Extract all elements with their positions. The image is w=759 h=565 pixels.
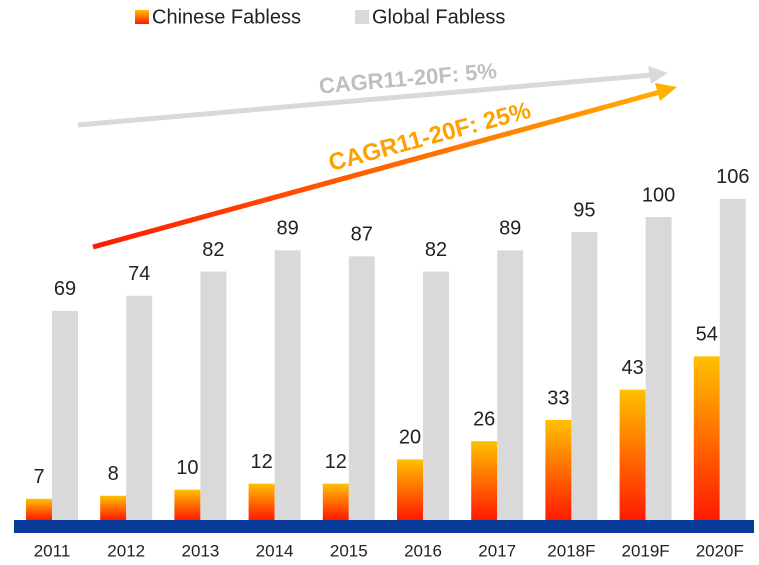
data-label: 10: [176, 457, 198, 479]
data-label: 12: [250, 451, 272, 473]
bar: [248, 483, 275, 520]
bar: [274, 250, 301, 520]
data-label: 89: [499, 218, 521, 240]
x-tick-label: 2018F: [547, 541, 595, 560]
bar: [348, 256, 375, 520]
bar: [174, 489, 201, 520]
legend-swatch: [135, 10, 149, 24]
bar: [26, 498, 52, 520]
x-tick-label: 2016: [404, 541, 442, 560]
data-label: 43: [621, 357, 643, 379]
legend-label: Global Fabless: [372, 6, 505, 28]
legend-label: Chinese Fabless: [152, 6, 301, 28]
bar: [52, 310, 78, 520]
bar: [126, 295, 153, 520]
bar: [619, 389, 646, 520]
bar: [545, 420, 572, 520]
legend-swatch: [355, 10, 369, 24]
data-label: 26: [473, 409, 495, 431]
data-label: 82: [425, 239, 447, 261]
data-label: 20: [399, 427, 421, 449]
data-label: 82: [202, 239, 224, 261]
bar: [100, 495, 127, 520]
data-label: 8: [108, 463, 119, 485]
data-label: 95: [573, 199, 595, 221]
data-label: 89: [276, 218, 298, 240]
x-tick-label: 2020F: [696, 541, 744, 560]
baseline: [14, 520, 754, 533]
x-tick-label: 2015: [330, 541, 368, 560]
bar: [645, 217, 672, 520]
bar: [571, 232, 598, 520]
bar: [471, 441, 498, 520]
data-label: 54: [696, 324, 718, 346]
bar: [397, 459, 423, 520]
bar: [322, 483, 349, 520]
x-tick-label: 2019F: [621, 541, 669, 560]
data-label: 7: [33, 466, 44, 488]
arrow-head: [655, 83, 677, 101]
data-label: 87: [351, 224, 373, 246]
data-label: 69: [54, 278, 76, 300]
trend-arrow: [77, 72, 653, 128]
x-tick-label: 2017: [478, 541, 516, 560]
x-tick-label: 2011: [34, 541, 71, 560]
data-label: 100: [642, 184, 675, 206]
data-label: 74: [128, 263, 150, 285]
data-label: 106: [716, 166, 749, 188]
arrow-head: [648, 66, 668, 84]
x-tick-label: 2014: [256, 541, 294, 560]
bar: [693, 356, 720, 520]
bar: [200, 271, 227, 520]
bar: [423, 271, 449, 520]
data-label: 12: [325, 451, 347, 473]
data-label: 33: [547, 387, 569, 409]
trend-arrow: [92, 89, 661, 250]
bar: [719, 198, 746, 520]
bar: [497, 250, 524, 520]
x-tick-label: 2012: [107, 541, 145, 560]
x-tick-label: 2013: [181, 541, 219, 560]
